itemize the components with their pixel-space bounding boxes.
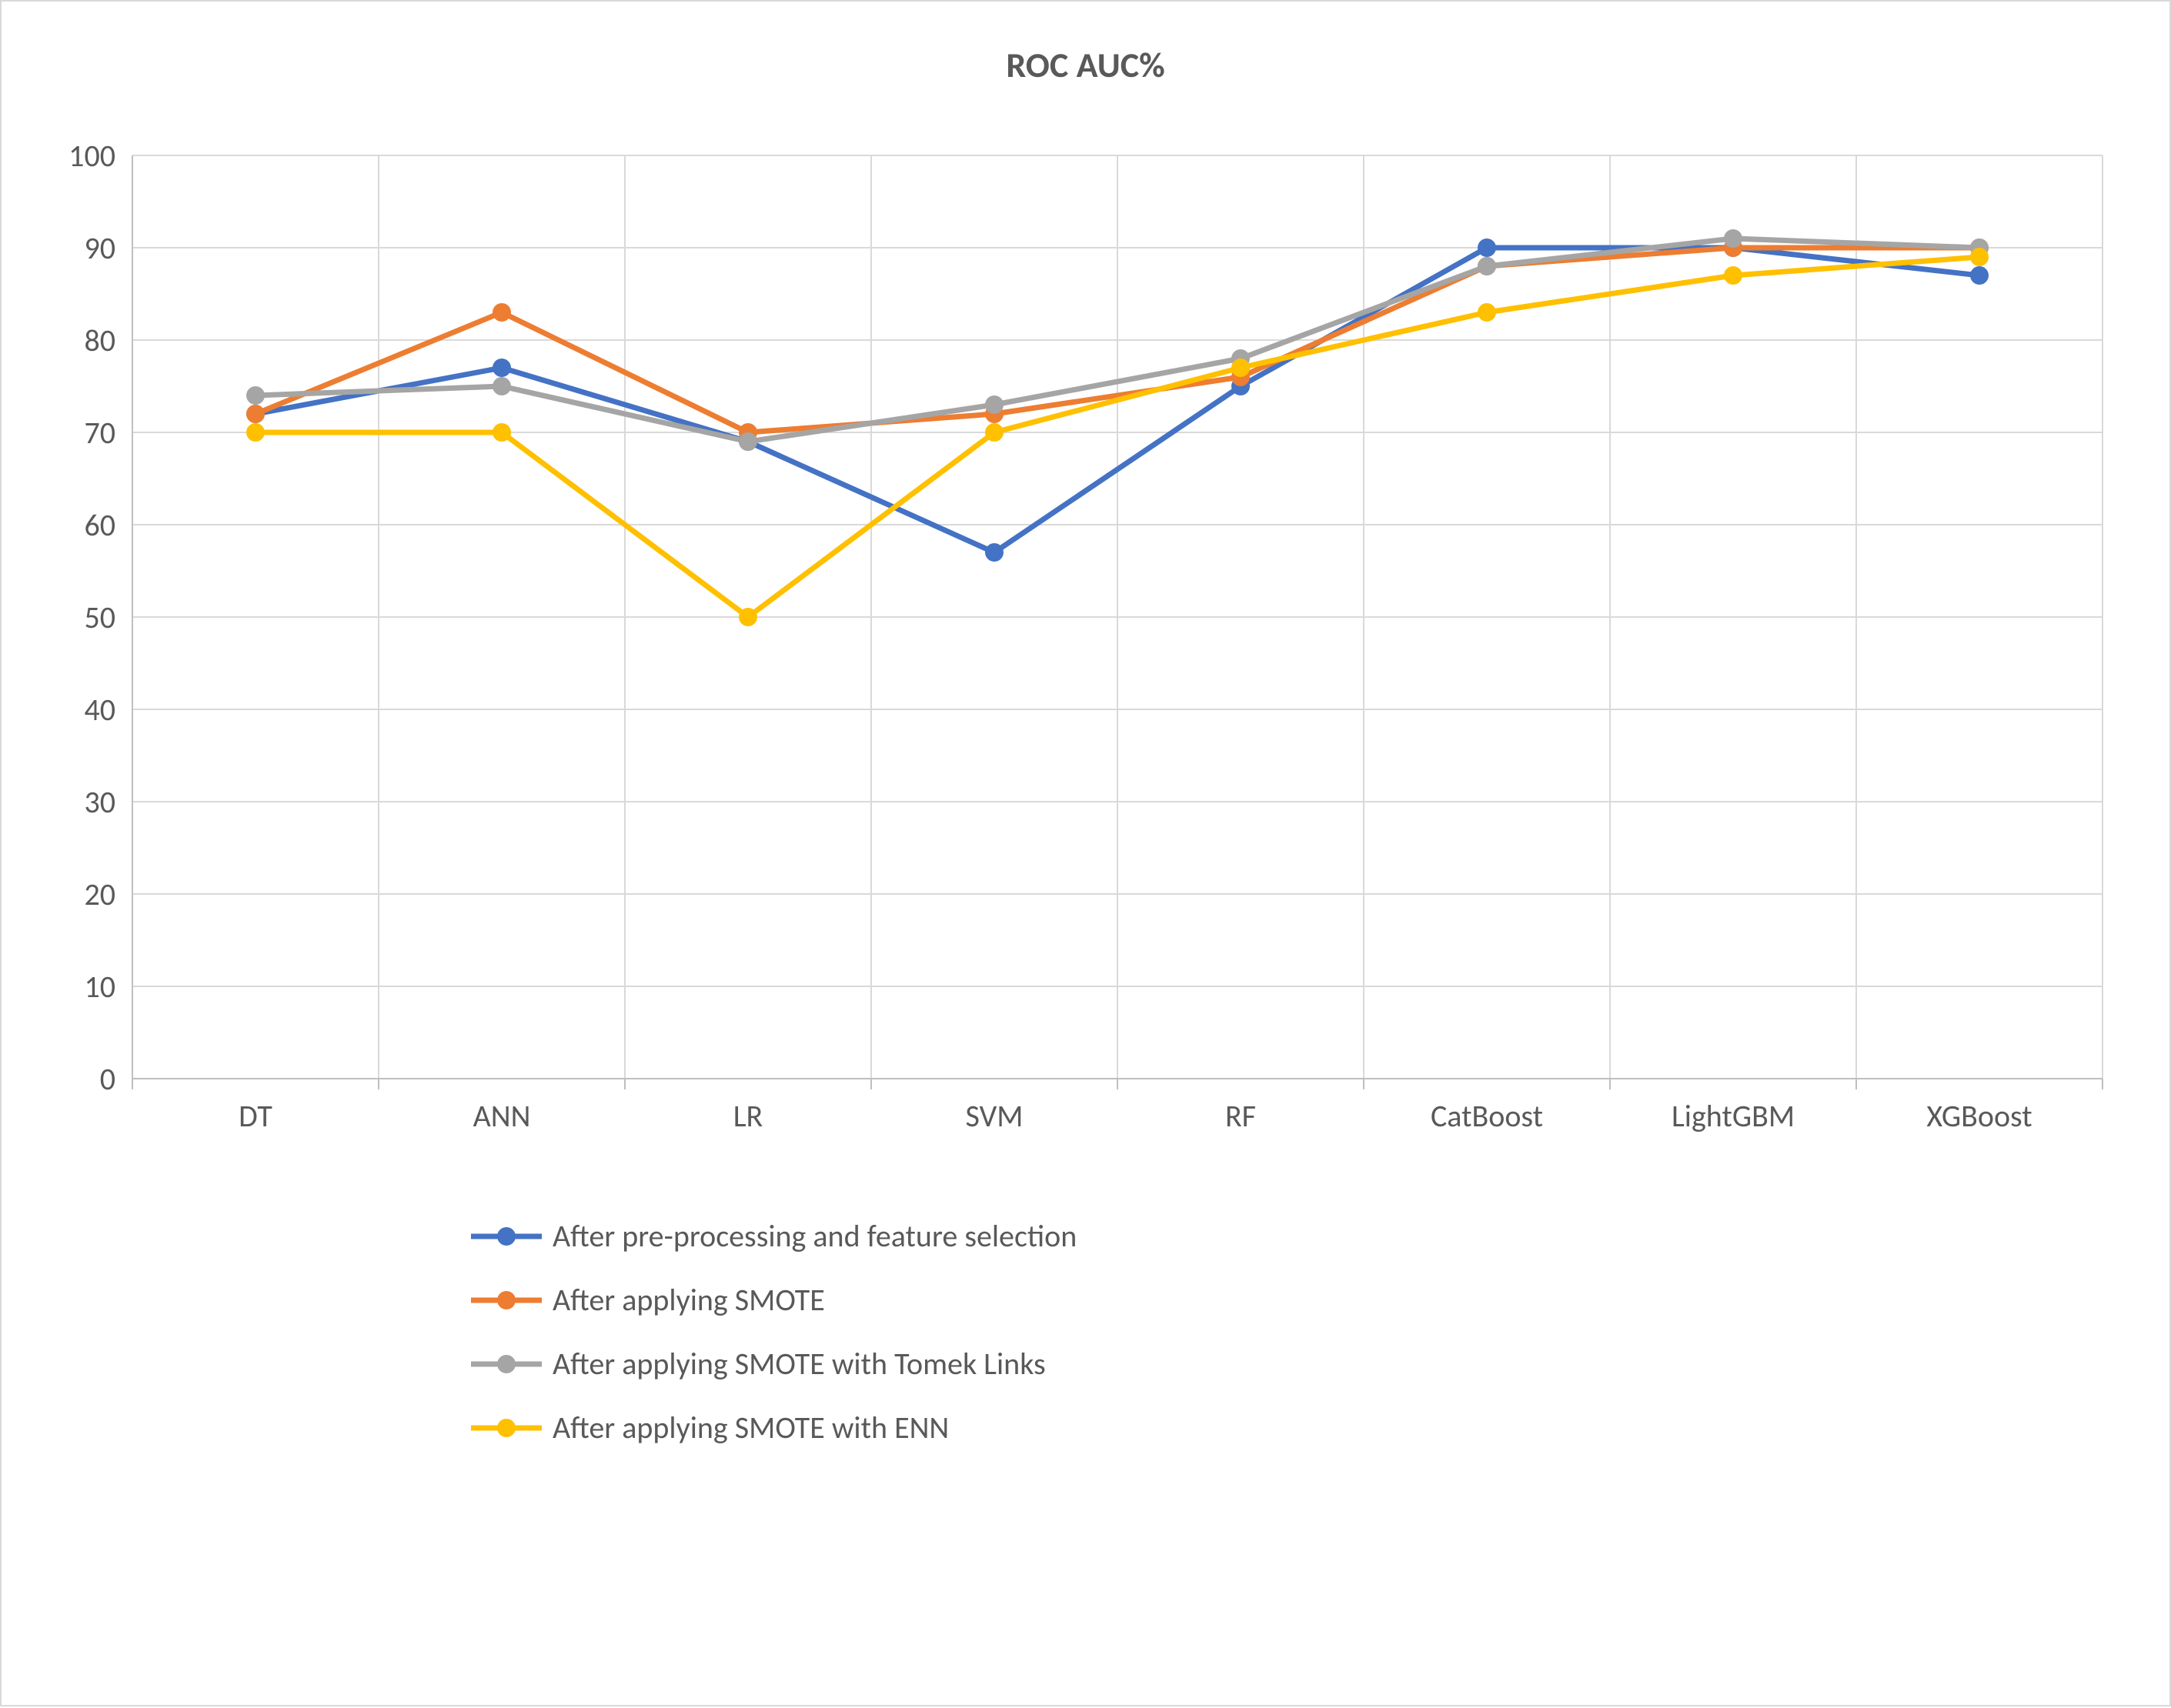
x-tick-label: XGBoost xyxy=(1926,1097,2032,1135)
legend-item: After pre-processing and feature selecti… xyxy=(471,1217,1077,1255)
legend-label: After applying SMOTE with ENN xyxy=(553,1409,949,1446)
x-tick-label: ANN xyxy=(473,1097,531,1135)
chart-svg xyxy=(2,2,2171,1708)
legend-label: After pre-processing and feature selecti… xyxy=(553,1217,1077,1255)
y-tick-label: 70 xyxy=(84,414,115,452)
y-tick-label: 0 xyxy=(100,1060,115,1098)
y-tick-label: 50 xyxy=(84,599,115,636)
y-tick-label: 90 xyxy=(84,229,115,267)
legend-swatch xyxy=(471,1291,542,1309)
legend: After pre-processing and feature selecti… xyxy=(471,1217,1077,1473)
legend-swatch xyxy=(471,1227,542,1246)
y-tick-label: 60 xyxy=(84,506,115,544)
x-tick-label: LR xyxy=(733,1097,763,1135)
chart-container: ROC AUC% 0102030405060708090100 DTANNLRS… xyxy=(0,0,2171,1706)
legend-item: After applying SMOTE with ENN xyxy=(471,1409,1077,1446)
y-tick-label: 40 xyxy=(84,691,115,729)
legend-item: After applying SMOTE xyxy=(471,1281,1077,1319)
x-tick-label: SVM xyxy=(966,1097,1024,1135)
x-tick-label: DT xyxy=(239,1097,272,1135)
y-tick-label: 30 xyxy=(84,783,115,821)
x-tick-label: LightGBM xyxy=(1672,1097,1795,1135)
y-tick-label: 20 xyxy=(84,876,115,913)
y-tick-label: 10 xyxy=(84,968,115,1006)
y-tick-label: 80 xyxy=(84,322,115,359)
legend-label: After applying SMOTE xyxy=(553,1281,825,1319)
legend-label: After applying SMOTE with Tomek Links xyxy=(553,1345,1046,1383)
x-tick-label: CatBoost xyxy=(1431,1097,1543,1135)
legend-swatch xyxy=(471,1355,542,1373)
y-tick-label: 100 xyxy=(68,137,115,175)
legend-item: After applying SMOTE with Tomek Links xyxy=(471,1345,1077,1383)
x-tick-label: RF xyxy=(1225,1097,1256,1135)
legend-swatch xyxy=(471,1419,542,1437)
